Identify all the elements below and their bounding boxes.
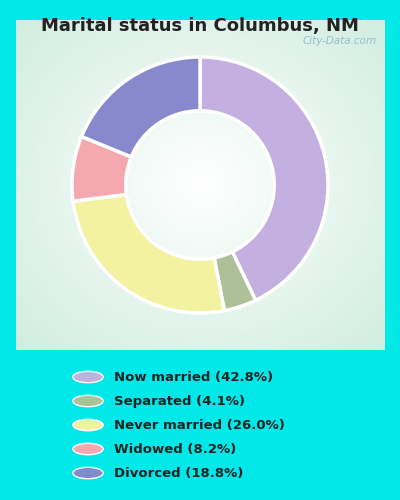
- Wedge shape: [72, 136, 131, 202]
- Circle shape: [73, 420, 103, 430]
- Wedge shape: [200, 57, 328, 300]
- Circle shape: [73, 396, 103, 406]
- Text: Separated (4.1%): Separated (4.1%): [114, 394, 245, 407]
- Wedge shape: [73, 194, 224, 313]
- Wedge shape: [82, 57, 200, 157]
- Wedge shape: [214, 252, 256, 310]
- Text: Marital status in Columbus, NM: Marital status in Columbus, NM: [41, 18, 359, 36]
- Circle shape: [73, 372, 103, 382]
- Text: Now married (42.8%): Now married (42.8%): [114, 370, 273, 384]
- Text: Never married (26.0%): Never married (26.0%): [114, 418, 285, 432]
- Circle shape: [73, 444, 103, 454]
- Text: Widowed (8.2%): Widowed (8.2%): [114, 442, 236, 456]
- Text: Divorced (18.8%): Divorced (18.8%): [114, 466, 243, 479]
- Circle shape: [73, 468, 103, 478]
- Text: City-Data.com: City-Data.com: [302, 36, 377, 46]
